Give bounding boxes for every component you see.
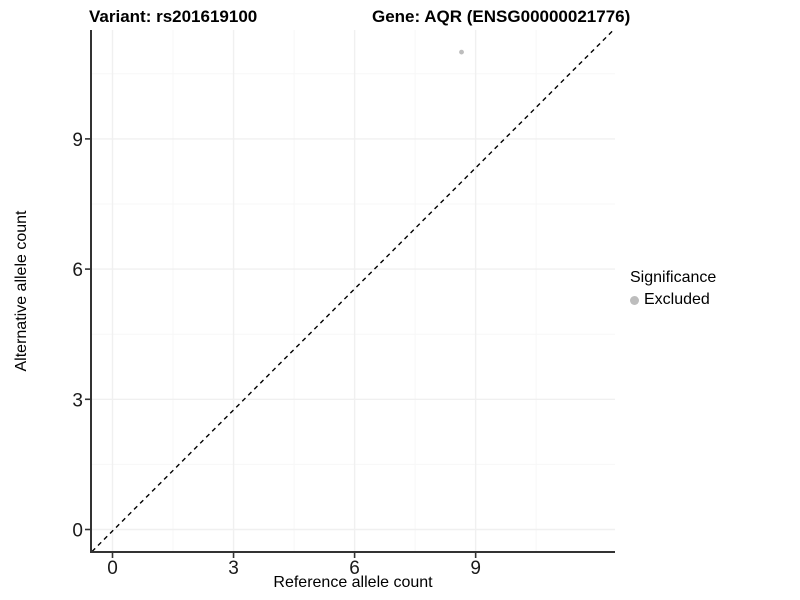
gene-title: Gene: AQR (ENSG00000021776) [372, 7, 631, 26]
y-tick-label: 6 [72, 260, 83, 281]
y-tick-label: 9 [72, 130, 83, 151]
y-axis-title: Alternative allele count [13, 210, 30, 372]
legend-title: Significance [630, 269, 717, 286]
x-tick-label: 0 [107, 558, 118, 579]
x-tick-label: 9 [470, 558, 481, 579]
legend: Significance Excluded [630, 268, 716, 309]
legend-item-excluded: Excluded [630, 291, 716, 309]
x-tick-label: 6 [349, 558, 360, 579]
identity-dashed-line [91, 29, 614, 552]
x-tick-label: 3 [228, 558, 239, 579]
variant-title: Variant: rs201619100 [89, 7, 258, 26]
y-tick-label: 3 [72, 390, 83, 411]
data-point [459, 49, 464, 55]
legend-item-label: Excluded [644, 291, 710, 308]
legend-key-dot-icon [630, 295, 639, 305]
x-axis-title: Reference allele count [273, 574, 433, 591]
y-tick-label: 0 [72, 521, 83, 542]
